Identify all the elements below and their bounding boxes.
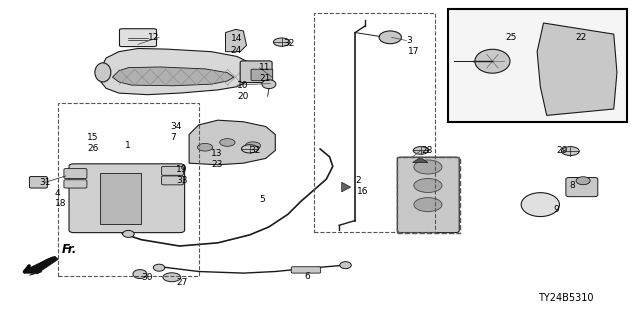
Ellipse shape xyxy=(95,63,111,82)
Text: 30: 30 xyxy=(141,273,153,282)
Text: 32: 32 xyxy=(283,39,294,48)
Polygon shape xyxy=(225,29,246,52)
Polygon shape xyxy=(23,256,58,275)
Circle shape xyxy=(220,139,235,146)
Text: 15: 15 xyxy=(87,133,99,142)
Text: 3: 3 xyxy=(406,36,412,45)
Circle shape xyxy=(197,143,212,151)
Text: 13: 13 xyxy=(211,149,223,158)
Ellipse shape xyxy=(340,262,351,269)
Text: 32: 32 xyxy=(250,146,261,155)
Polygon shape xyxy=(189,120,275,165)
Circle shape xyxy=(273,38,290,46)
Ellipse shape xyxy=(475,49,510,73)
Text: 20: 20 xyxy=(237,92,248,101)
Text: 9: 9 xyxy=(553,205,559,214)
Text: 17: 17 xyxy=(408,47,420,56)
Text: 31: 31 xyxy=(39,178,51,187)
Text: 12: 12 xyxy=(148,33,159,42)
Text: 18: 18 xyxy=(55,198,67,207)
Text: 8: 8 xyxy=(569,181,575,190)
Circle shape xyxy=(414,197,442,212)
FancyBboxPatch shape xyxy=(29,177,47,188)
Text: 7: 7 xyxy=(170,133,175,142)
Text: 27: 27 xyxy=(176,278,188,287)
FancyBboxPatch shape xyxy=(64,180,87,188)
Polygon shape xyxy=(113,67,234,86)
Text: 19: 19 xyxy=(176,165,188,174)
FancyBboxPatch shape xyxy=(64,169,87,179)
Text: 10: 10 xyxy=(237,81,248,90)
Bar xyxy=(314,13,435,232)
Ellipse shape xyxy=(133,270,147,278)
FancyBboxPatch shape xyxy=(69,164,184,233)
Circle shape xyxy=(414,160,442,174)
Ellipse shape xyxy=(576,177,590,185)
Ellipse shape xyxy=(521,193,559,217)
Ellipse shape xyxy=(379,31,401,44)
Text: 28: 28 xyxy=(421,146,432,155)
Circle shape xyxy=(413,147,429,154)
Bar xyxy=(397,157,461,233)
Polygon shape xyxy=(342,182,351,192)
Text: 11: 11 xyxy=(259,63,271,72)
Polygon shape xyxy=(100,49,256,95)
Text: 34: 34 xyxy=(170,122,181,131)
Circle shape xyxy=(414,179,442,193)
Text: Fr.: Fr. xyxy=(61,243,77,256)
Polygon shape xyxy=(413,157,428,163)
FancyBboxPatch shape xyxy=(240,61,272,83)
Ellipse shape xyxy=(154,264,165,271)
Text: 21: 21 xyxy=(259,74,271,83)
FancyBboxPatch shape xyxy=(162,176,183,185)
Text: 25: 25 xyxy=(505,33,516,42)
Bar xyxy=(58,103,198,276)
Bar xyxy=(448,9,627,122)
Circle shape xyxy=(163,273,180,282)
Text: 23: 23 xyxy=(211,160,223,169)
Text: 14: 14 xyxy=(230,35,242,44)
FancyBboxPatch shape xyxy=(397,157,460,233)
Ellipse shape xyxy=(262,80,276,89)
Text: 29: 29 xyxy=(556,146,568,155)
Circle shape xyxy=(561,147,579,156)
Text: 1: 1 xyxy=(125,141,131,150)
FancyBboxPatch shape xyxy=(162,166,183,175)
Text: 5: 5 xyxy=(259,195,265,204)
Circle shape xyxy=(241,145,258,153)
Polygon shape xyxy=(537,23,617,116)
Text: 24: 24 xyxy=(230,45,242,55)
Circle shape xyxy=(245,142,260,149)
Text: 33: 33 xyxy=(176,176,188,185)
Text: 22: 22 xyxy=(575,33,587,42)
FancyBboxPatch shape xyxy=(120,29,157,47)
Text: 2: 2 xyxy=(355,176,361,185)
Text: TY24B5310: TY24B5310 xyxy=(538,293,594,303)
Text: 6: 6 xyxy=(304,272,310,281)
Text: 26: 26 xyxy=(87,144,99,153)
FancyBboxPatch shape xyxy=(566,178,598,197)
FancyBboxPatch shape xyxy=(291,267,321,273)
Bar xyxy=(100,173,141,224)
FancyBboxPatch shape xyxy=(251,69,273,81)
Ellipse shape xyxy=(123,230,134,237)
Text: 4: 4 xyxy=(55,189,61,198)
Text: 16: 16 xyxy=(357,188,369,196)
